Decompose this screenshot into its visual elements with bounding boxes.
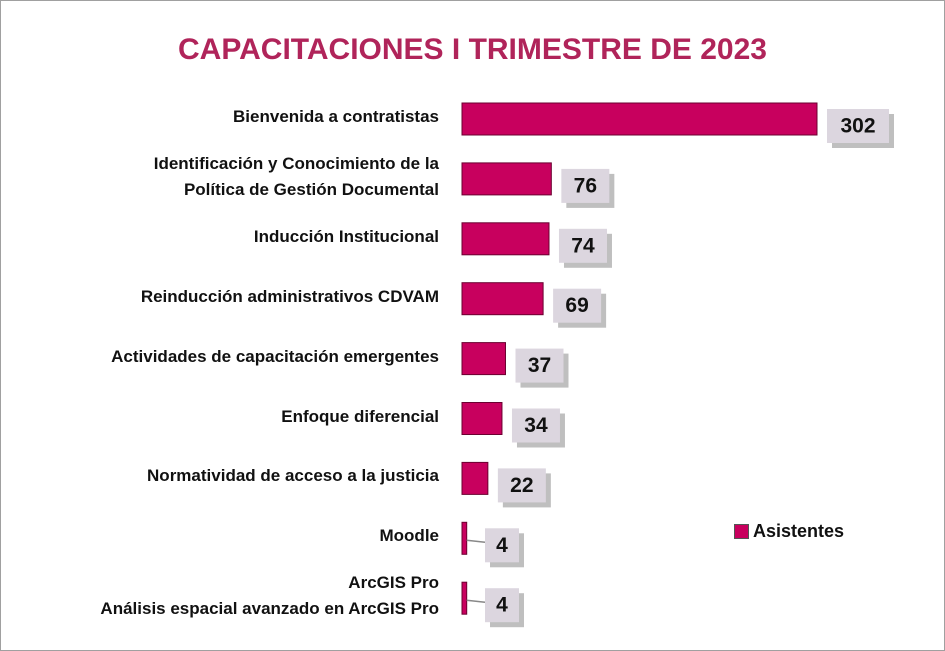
label-box (485, 588, 519, 623)
bar (461, 342, 506, 376)
value-label: 37 (528, 354, 551, 377)
legend-label: Asistentes (753, 521, 845, 541)
legend: Asistentes (734, 521, 844, 542)
category-label: Identificación y Conocimiento de la Polí… (153, 153, 439, 199)
category-label: Inducción Institucional (253, 226, 439, 246)
label-box (511, 408, 560, 443)
category-label: Bienvenida a contratistas (233, 107, 439, 126)
value-label: 74 (571, 234, 595, 257)
value-label: 22 (510, 474, 533, 497)
label-box (497, 468, 546, 503)
category-label: Actividades de capacitación emergentes (111, 346, 439, 366)
bar (461, 222, 550, 256)
bar (461, 461, 489, 495)
label-box (827, 109, 889, 143)
bar (461, 102, 818, 136)
bar (461, 282, 544, 316)
bar (461, 402, 503, 435)
chart-title: CAPACITACIONES I TRIMESTRE DE 2023 (178, 33, 767, 66)
value-label: 76 (574, 174, 597, 197)
label-box (515, 348, 564, 383)
label-box (553, 288, 602, 323)
leader-line (466, 599, 486, 603)
label-box (485, 528, 519, 563)
category-label: Moodle (379, 526, 440, 546)
category-label: Reinducción administrativos CDVAM (140, 286, 439, 306)
label-box (561, 168, 610, 203)
category-label: Enfoque diferencial (281, 406, 439, 426)
bar (461, 521, 468, 555)
value-label: 4 (496, 594, 508, 617)
bar (461, 162, 552, 196)
value-label: 302 (840, 115, 875, 138)
bar (461, 581, 468, 615)
value-label: 34 (524, 414, 548, 437)
category-label: Normatividad de acceso a la justicia (147, 466, 439, 486)
value-label: 69 (565, 294, 588, 317)
label-box (558, 228, 607, 263)
leader-line (466, 539, 486, 544)
legend-swatch (734, 524, 749, 539)
value-label: 4 (496, 534, 508, 557)
category-label: ArcGIS Pro Análisis espacial avanzado en… (100, 573, 439, 619)
